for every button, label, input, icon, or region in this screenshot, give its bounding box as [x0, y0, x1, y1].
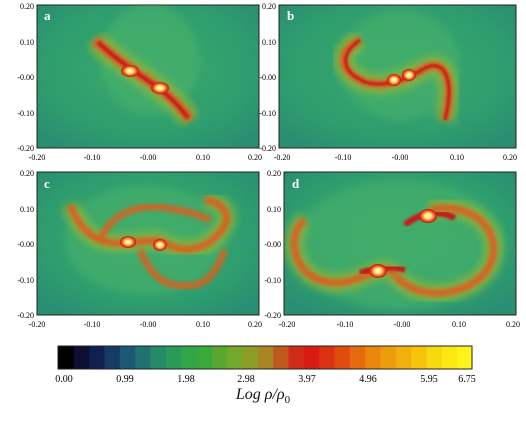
colorbar-swatch: [196, 346, 212, 369]
colorbar-swatch: [211, 346, 228, 369]
panel-d-xtick: 0.10: [452, 320, 466, 329]
panel-b-ytick: 0.20: [262, 2, 276, 11]
colorbar-swatch: [150, 346, 166, 369]
panel-d-ytick: -0.20: [264, 311, 281, 320]
colorbar-label-subscript: 0: [284, 394, 291, 407]
colorbar-tick: 6.75: [458, 374, 476, 385]
colorbar-swatch: [318, 346, 335, 369]
colorbar-swatch: [242, 346, 258, 369]
panel-b-xtick: -0.00: [392, 153, 409, 162]
panel-c-ytick: -0.10: [17, 276, 34, 285]
panel-d-label: d: [292, 176, 300, 191]
panel-a-label: a: [44, 8, 51, 23]
colorbar-swatch: [257, 346, 274, 369]
panel-c-xtick: 0.10: [196, 320, 210, 329]
panel-c-ytick: 0.20: [20, 169, 34, 178]
colorbar-swatch: [456, 346, 473, 369]
panel-a: a 0.20 0.10 -0.00 -0.10 -0.20 -0.20 -0.1…: [17, 2, 262, 162]
panel-b-xtick: 0.10: [450, 153, 464, 162]
panel-c: c 0.20 0.10 -0.00 -0.10 -0.20 -0.20 -0.1…: [17, 169, 262, 329]
panel-b-ytick: -0.20: [259, 144, 276, 153]
panel-d-ytick: 0.10: [267, 205, 281, 214]
panel-d-xtick: -0.00: [394, 320, 411, 329]
colorbar-swatch: [73, 346, 90, 369]
colorbar-swatch: [272, 346, 289, 369]
colorbar-swatch: [134, 346, 151, 369]
colorbar-label: Log ρ/ρ0: [0, 386, 526, 406]
panel-d-ytick: -0.00: [264, 240, 281, 249]
panel-b-xtick: -0.10: [335, 153, 352, 162]
colorbar-swatch: [441, 346, 458, 369]
panel-c-label: c: [44, 176, 50, 191]
colorbar-tick: 0.00: [55, 374, 73, 385]
panel-d-ytick: -0.10: [264, 276, 281, 285]
panel-b-ytick: 0.10: [262, 38, 276, 47]
colorbar-swatch: [180, 346, 197, 369]
colorbar-swatch: [410, 346, 427, 369]
panel-c-yticks: 0.20 0.10 -0.00 -0.10 -0.20: [17, 169, 34, 320]
panel-a-ytick: 0.20: [20, 2, 34, 11]
panel-a-xtick: 0.20: [248, 153, 262, 162]
panel-d-xtick: 0.20: [506, 320, 520, 329]
panel-a-xticks: -0.20 -0.10 -0.00 0.10 0.20: [29, 153, 262, 162]
colorbar-swatch: [395, 346, 412, 369]
colorbar-swatch: [165, 346, 182, 369]
colorbar-swatch: [334, 346, 350, 369]
panel-d: d 0.20 0.10 -0.00 -0.10 -0.20 -0.20 -0.1…: [264, 169, 520, 329]
panel-d-yticks: 0.20 0.10 -0.00 -0.10 -0.20: [264, 169, 281, 320]
colorbar-swatch: [303, 346, 320, 369]
colorbar-tick: 3.97: [298, 374, 316, 385]
colorbar-swatch: [426, 346, 442, 369]
colorbar-swatch: [119, 346, 136, 369]
panel-a-ytick: -0.10: [17, 109, 34, 118]
panel-d-xtick: -0.20: [279, 320, 296, 329]
panel-a-xtick: -0.00: [140, 153, 157, 162]
colorbar-ticks: 0.00 0.99 1.98 2.98 3.97 4.96 5.95 6.75: [55, 374, 476, 385]
panel-d-xticks: -0.20 -0.10 -0.00 0.10 0.20: [279, 320, 520, 329]
panel-c-ytick: 0.10: [20, 205, 34, 214]
panel-b-xticks: -0.20 -0.10 -0.00 0.10 0.20: [274, 153, 517, 162]
panel-c-ytick: -0.00: [17, 240, 34, 249]
colorbar-swatch: [349, 346, 366, 369]
panel-a-xtick: -0.20: [29, 153, 46, 162]
colorbar-swatch: [380, 346, 396, 369]
panel-b-label: b: [287, 8, 294, 23]
panel-c-xtick: -0.00: [140, 320, 157, 329]
colorbar-swatch: [58, 346, 74, 369]
colorbar-tick: 1.98: [177, 374, 195, 385]
panel-c-xtick: -0.20: [29, 320, 46, 329]
panel-c-ytick: -0.20: [17, 311, 34, 320]
panel-b-xtick: -0.20: [274, 153, 291, 162]
panel-b-yticks: 0.20 0.10 -0.00 -0.10 -0.20: [259, 2, 276, 153]
colorbar-swatch: [104, 346, 120, 369]
panel-b: b 0.20 0.10 -0.00 -0.10 -0.20 -0.20 -0.1…: [259, 2, 517, 162]
colorbar-tick: 0.99: [116, 374, 134, 385]
panel-a-yticks: 0.20 0.10 -0.00 -0.10 -0.20: [17, 2, 34, 153]
panel-b-ytick: -0.00: [259, 73, 276, 82]
panel-d-xtick: -0.10: [337, 320, 354, 329]
panel-c-xticks: -0.20 -0.10 -0.00 0.10 0.20: [29, 320, 262, 329]
colorbar-swatch: [88, 346, 105, 369]
panel-b-xtick: 0.20: [503, 153, 517, 162]
panel-a-xtick: -0.10: [84, 153, 101, 162]
panel-a-ytick: -0.00: [17, 73, 34, 82]
colorbar-tick: 4.96: [359, 374, 377, 385]
colorbar-frame: [57, 345, 473, 370]
panel-b-ytick: -0.10: [259, 109, 276, 118]
colorbar-tick: 5.95: [420, 374, 438, 385]
colorbar-swatch: [226, 346, 243, 369]
colorbar: [57, 345, 473, 370]
panel-a-ytick: -0.20: [17, 144, 34, 153]
colorbar-tick: 2.98: [237, 374, 255, 385]
colorbar-swatch: [364, 346, 381, 369]
panel-a-ytick: 0.10: [20, 38, 34, 47]
panel-a-xtick: 0.10: [196, 153, 210, 162]
panel-c-xtick: 0.20: [248, 320, 262, 329]
panel-d-ytick: 0.20: [267, 169, 281, 178]
colorbar-label-text: Log ρ/ρ: [235, 386, 285, 403]
panel-c-xtick: -0.10: [84, 320, 101, 329]
colorbar-swatch: [288, 346, 304, 369]
